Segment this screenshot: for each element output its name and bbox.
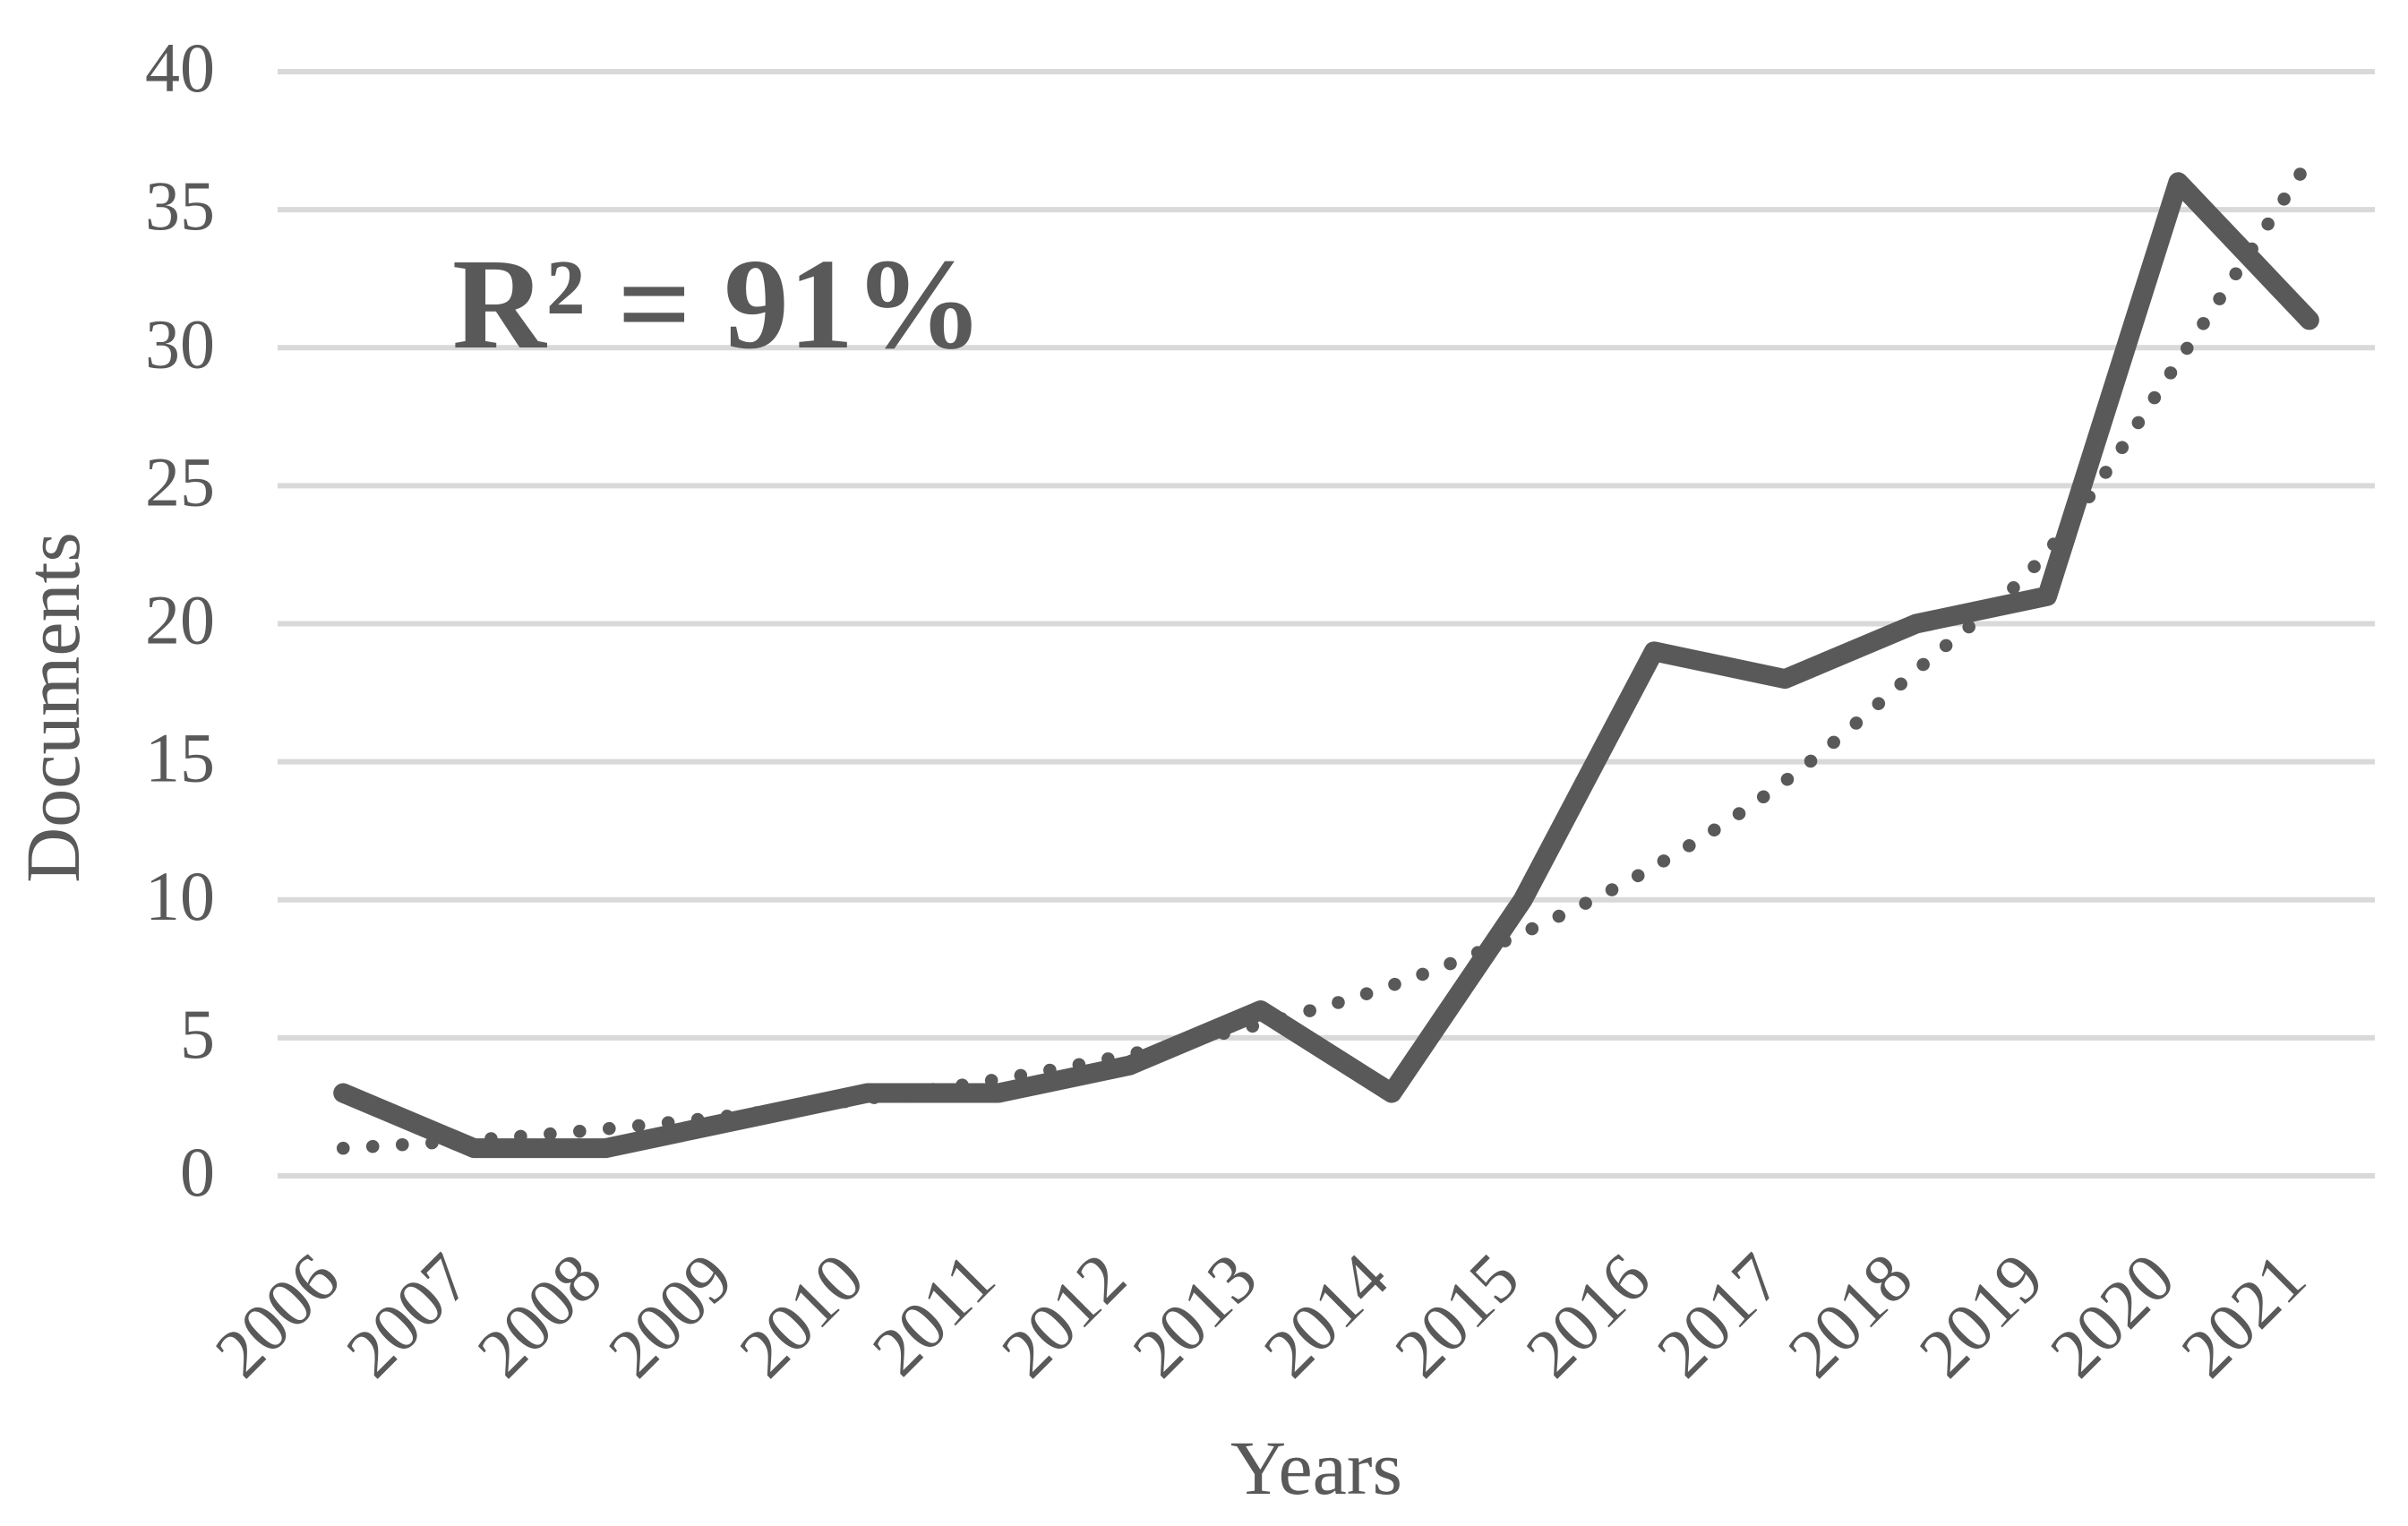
x-tick-label: 2021: [2166, 1239, 2320, 1393]
gridlines-group: [278, 69, 2375, 1179]
x-tick-label: 2012: [987, 1239, 1141, 1393]
y-tick-label: 15: [145, 719, 215, 797]
x-tick-label: 2020: [2035, 1239, 2189, 1393]
x-tick-label: 2014: [1248, 1239, 1402, 1393]
x-tick-label: 2017: [1642, 1239, 1796, 1393]
x-tick-label: 2009: [594, 1239, 748, 1393]
y-tick-label: 0: [180, 1133, 215, 1211]
y-tick-label: 40: [145, 29, 215, 107]
y-tick-label: 5: [180, 995, 215, 1073]
y-tick-label: 30: [145, 304, 215, 382]
x-tick-label: 2018: [1773, 1239, 1927, 1393]
y-tick-label: 35: [145, 167, 215, 244]
x-tick-label: 2011: [857, 1239, 1009, 1391]
x-tick-label: 2013: [1118, 1239, 1272, 1393]
x-tick-label: 2008: [462, 1239, 616, 1393]
x-tick-label: 2007: [331, 1239, 485, 1393]
x-tick-label: 2010: [724, 1239, 878, 1393]
y-tick-label: 20: [145, 581, 215, 659]
x-tick-label: 2015: [1380, 1239, 1534, 1393]
y-tick-label: 25: [145, 442, 215, 520]
y-tick-label: 10: [145, 857, 215, 935]
x-tick-label: 2019: [1904, 1239, 2058, 1393]
x-tick-labels-group: 2006200720082009201020112012201320142015…: [200, 1239, 2319, 1393]
documents-series-line: [333, 172, 2319, 1159]
y-axis-title: Documents: [10, 532, 96, 883]
x-axis-title: Years: [1230, 1425, 1402, 1511]
series-group: [333, 153, 2319, 1159]
y-tick-labels-group: 0 5 10 15 20 25 30 35 40: [145, 29, 215, 1211]
r-squared-annotation: R² = 91%: [452, 233, 983, 376]
x-tick-label: 2006: [200, 1239, 354, 1393]
x-tick-label: 2016: [1511, 1239, 1665, 1393]
